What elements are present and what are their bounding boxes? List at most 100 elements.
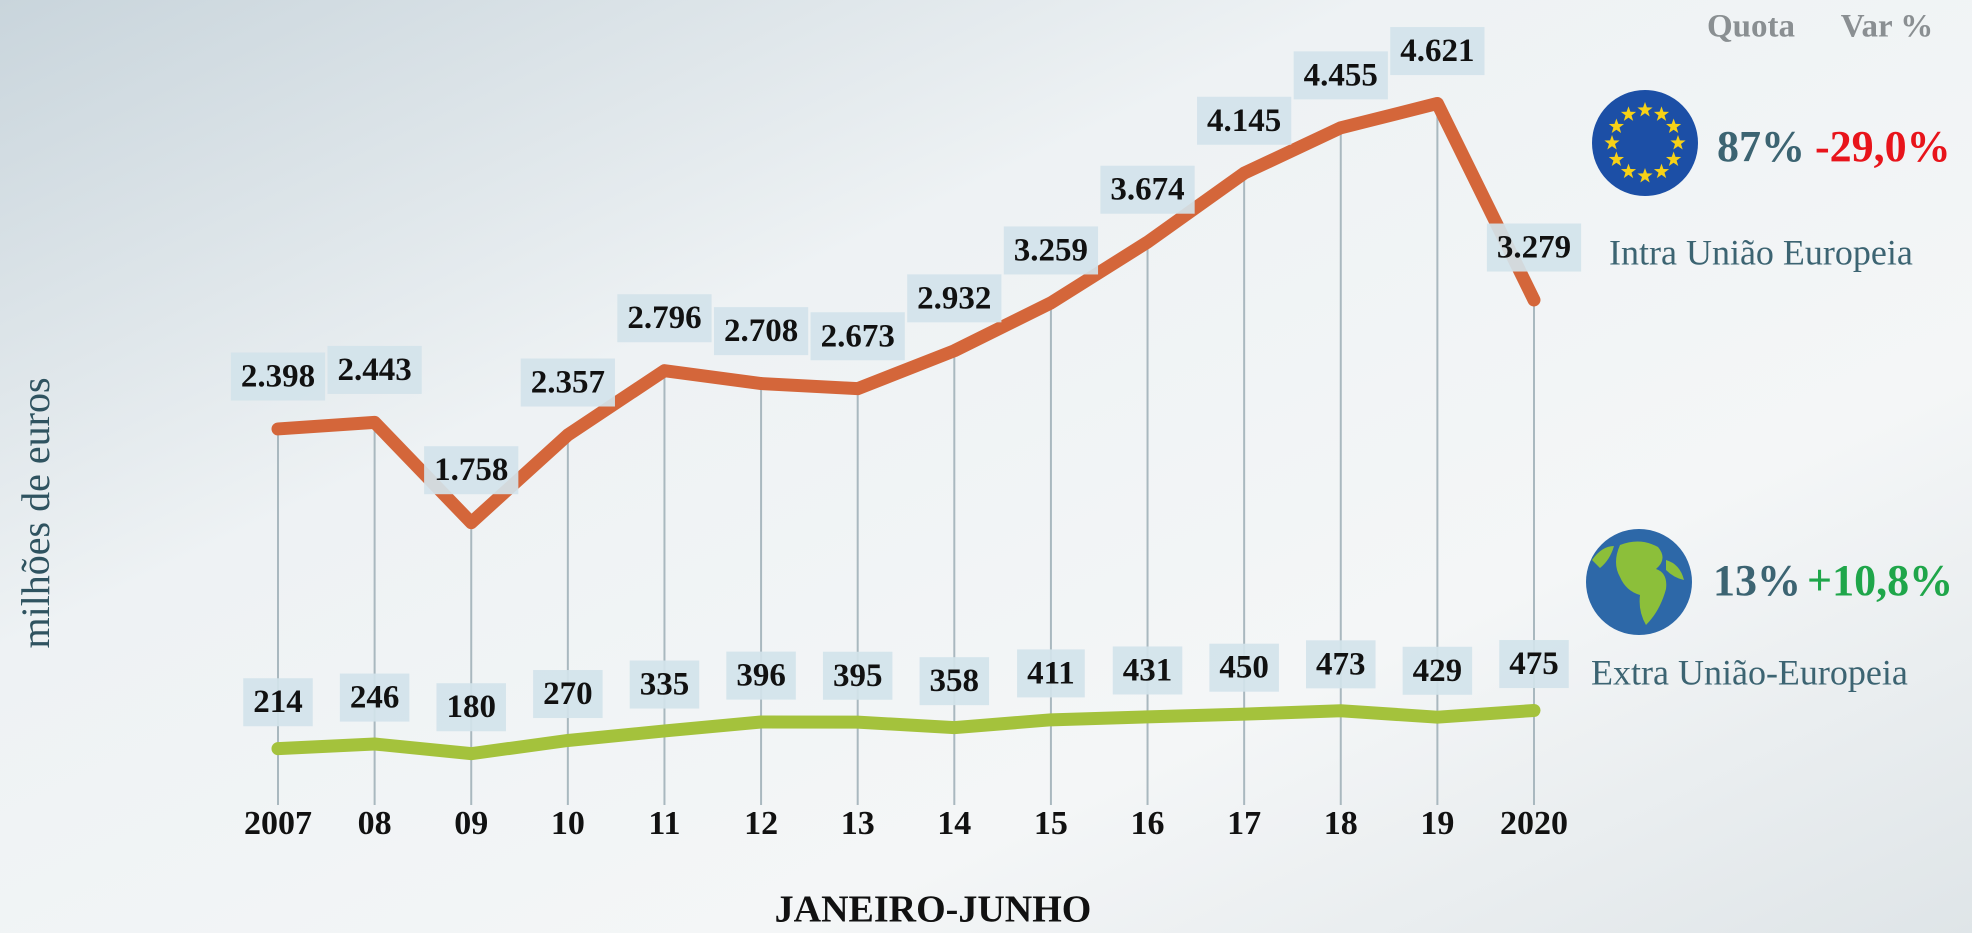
data-label-box [1197, 96, 1292, 145]
data-label-box [1209, 643, 1279, 692]
data-label-text: 411 [1027, 655, 1075, 691]
data-label-text: 3.259 [1014, 232, 1088, 268]
data-label-box [243, 678, 313, 727]
data-label-box [629, 660, 700, 709]
data-label-text: 4.621 [1400, 33, 1474, 69]
data-label-text: 1.758 [434, 452, 508, 488]
data-label-box [1402, 646, 1473, 695]
data-label-box [1112, 646, 1183, 695]
data-label-text: 2.932 [917, 280, 991, 316]
legend-header: Quota [1707, 9, 1795, 45]
data-label: 335 [629, 660, 700, 709]
data-label-text: 4.455 [1304, 57, 1378, 93]
data-label-text: 2.673 [821, 318, 895, 354]
data-label: 2.932 [907, 274, 1002, 323]
data-label: 1.758 [424, 446, 519, 495]
x-tick-label: 2020 [1500, 805, 1568, 842]
data-label-text: 214 [253, 684, 303, 720]
y-axis-label: milhões de euros [13, 377, 58, 648]
data-label-text: 475 [1509, 646, 1559, 682]
legend-change: +10,8% [1807, 556, 1953, 605]
data-label-box [810, 312, 905, 361]
x-tick-label: 19 [1420, 805, 1454, 842]
data-label-box [726, 651, 796, 700]
plot: 2.398 2.443 1.758 2.357 2.796 2.708 2.673 2.932… [230, 27, 1582, 842]
data-label: 396 [726, 651, 796, 700]
data-label-box [713, 307, 809, 356]
data-label-text: 395 [833, 658, 883, 694]
data-label-text: 2.398 [241, 359, 315, 395]
data-label: 431 [1112, 646, 1183, 695]
data-label-box [1390, 27, 1485, 76]
data-label-text: 450 [1219, 650, 1269, 686]
x-tick-label: 18 [1324, 805, 1358, 842]
data-label-text: 2.708 [724, 313, 798, 349]
data-label-text: 431 [1123, 652, 1173, 688]
data-label-box [1486, 223, 1582, 272]
x-axis-label: JANEIRO-JUNHO [775, 889, 1092, 931]
series-line [271, 703, 1541, 761]
data-label-box [327, 345, 422, 394]
data-label-text: 429 [1413, 653, 1463, 689]
data-label-text: 180 [446, 689, 496, 725]
eu-flag-icon [1592, 90, 1698, 196]
x-tick-label: 09 [454, 805, 488, 842]
x-tick-label: 13 [841, 805, 875, 842]
data-label-text: 4.145 [1207, 103, 1281, 139]
data-label: 2.708 [713, 307, 809, 356]
legend-change: -29,0% [1815, 122, 1951, 171]
data-label: 2.796 [617, 294, 712, 343]
data-label-box [436, 683, 506, 732]
data-label: 411 [1017, 649, 1085, 698]
x-tick-label: 2007 [244, 805, 312, 842]
x-tick-label: 15 [1034, 805, 1068, 842]
data-label: 429 [1402, 646, 1473, 695]
data-label-text: 2.357 [531, 365, 605, 401]
data-label-box [822, 651, 893, 700]
data-label: 450 [1209, 643, 1279, 692]
data-label: 4.621 [1390, 27, 1485, 76]
data-label: 180 [436, 683, 506, 732]
data-label-text: 246 [350, 680, 400, 716]
data-label-text: 396 [736, 658, 786, 694]
x-tick-label: 14 [937, 805, 971, 842]
data-label: 214 [243, 678, 313, 727]
data-label-text: 270 [543, 676, 593, 712]
data-label: 2.443 [327, 345, 422, 394]
data-label-box [1306, 640, 1376, 689]
legend-share: 13% [1713, 556, 1801, 605]
data-label-box [339, 673, 410, 722]
data-label: 2.357 [520, 358, 615, 407]
data-label: 270 [533, 670, 603, 719]
legend-series-name: Extra União-Europeia [1591, 652, 1908, 692]
data-label: 475 [1499, 640, 1569, 689]
data-label: 358 [919, 657, 990, 706]
data-label-box [1499, 640, 1569, 689]
data-label-text: 335 [640, 667, 690, 703]
data-label-text: 473 [1316, 646, 1366, 682]
globe-icon [1586, 529, 1692, 635]
data-label-box [230, 352, 326, 401]
x-tick-label: 10 [551, 805, 585, 842]
legend-share: 87% [1717, 122, 1805, 171]
data-label-text: 358 [930, 663, 980, 699]
data-label: 4.145 [1197, 96, 1292, 145]
data-label-box [907, 274, 1002, 323]
data-label: 4.455 [1293, 51, 1388, 100]
legend-header: Var % [1841, 9, 1934, 45]
data-label: 3.259 [1003, 226, 1099, 275]
data-label: 246 [339, 673, 410, 722]
data-label-box [919, 657, 990, 706]
data-label: 395 [822, 651, 893, 700]
data-label-text: 2.443 [337, 352, 411, 388]
data-label-box [1100, 165, 1195, 214]
data-label-text: 3.279 [1497, 230, 1571, 266]
x-tick-label: 11 [648, 805, 680, 842]
data-label: 3.674 [1100, 165, 1195, 214]
data-label: 473 [1306, 640, 1376, 689]
data-label-text: 2.796 [627, 300, 701, 336]
data-label-text: 3.674 [1110, 172, 1184, 208]
data-label: 2.398 [230, 352, 326, 401]
